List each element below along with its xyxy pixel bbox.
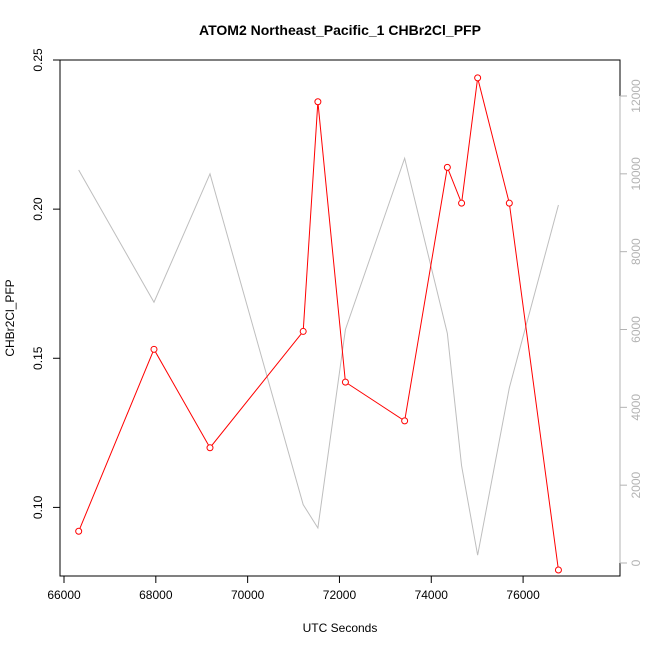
data-point: [458, 199, 466, 207]
plot-frame: [59, 59, 621, 577]
y2-tick-label: 12000: [629, 79, 643, 113]
data-point: [505, 199, 513, 207]
y-tick-label: 0.10: [31, 495, 45, 519]
x-tick-label: 74000: [415, 588, 449, 602]
y2-tick-label: 4000: [629, 394, 643, 421]
x-axis-label: UTC Seconds: [303, 621, 378, 635]
y-axis-label: CHBr2Cl_PFP: [3, 279, 17, 356]
y-axis-right: 0 2000 4000 6000 8000 10000 12000: [619, 79, 643, 566]
x-tick-label: 68000: [139, 588, 173, 602]
y2-tick-label: 2000: [629, 471, 643, 498]
y-axis-left: 0.10 0.15 0.20 0.25: [31, 48, 61, 519]
series-layer: [75, 74, 562, 574]
y-tick-label: 0.15: [31, 346, 45, 370]
y-tick-label: 0.25: [31, 48, 45, 72]
data-point: [75, 527, 83, 535]
chbr2cl-line: [78, 77, 559, 571]
x-tick-label: 72000: [323, 588, 357, 602]
x-axis: 66000 68000 70000 72000 74000 76000: [47, 575, 540, 602]
data-point: [443, 163, 451, 171]
data-point: [314, 98, 322, 106]
data-point: [341, 378, 349, 386]
x-tick-label: 66000: [47, 588, 81, 602]
data-point: [150, 345, 158, 353]
data-point: [206, 444, 214, 452]
data-point: [401, 417, 409, 425]
data-point: [554, 566, 562, 574]
y-tick-label: 0.20: [31, 197, 45, 221]
y2-tick-label: 6000: [629, 316, 643, 343]
y2-tick-label: 0: [629, 559, 643, 566]
data-point: [474, 74, 482, 82]
x-tick-label: 70000: [231, 588, 265, 602]
y2-tick-label: 8000: [629, 238, 643, 265]
y2-tick-label: 10000: [629, 157, 643, 191]
chart-title: ATOM2 Northeast_Pacific_1 CHBr2Cl_PFP: [199, 22, 481, 38]
x-tick-label: 76000: [506, 588, 540, 602]
ion-count-line: [78, 156, 559, 556]
data-point: [299, 327, 307, 335]
